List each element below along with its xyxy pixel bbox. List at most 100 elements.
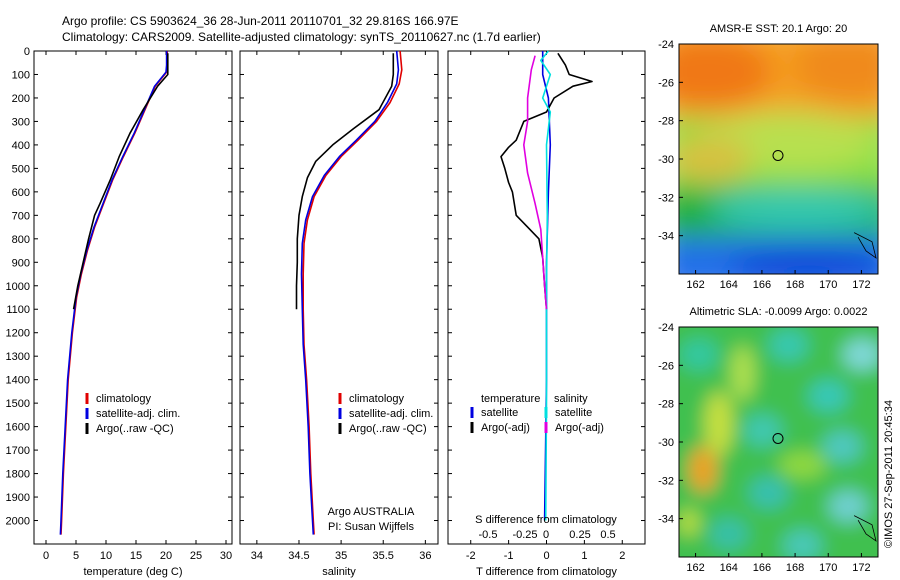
- salinity-annotation-line-1: Argo AUSTRALIA: [328, 506, 415, 518]
- sla_map-xtick-label: 164: [720, 562, 738, 574]
- depth-tick-label: 1300: [6, 351, 30, 363]
- temperature-series-line-1: [59, 51, 168, 535]
- temperature-xtick-label: 15: [130, 550, 142, 562]
- sla_map-xtick-label: 172: [852, 562, 870, 574]
- sla-field-low: [768, 329, 809, 362]
- sst_map-xtick-label: 172: [852, 279, 870, 291]
- sla-field-low: [748, 476, 789, 509]
- sla_map-ytick-label: -34: [658, 514, 674, 526]
- temperature-xtick-label: 30: [220, 550, 232, 562]
- difference-series-line-3: [522, 55, 548, 310]
- depth-tick-label: 1400: [6, 375, 30, 387]
- sla_map-ytick-label: -24: [658, 322, 674, 334]
- temperature-xtick-label: 0: [43, 550, 49, 562]
- difference-x2-tick-label: 0.25: [569, 529, 590, 541]
- salinity-legend-label: Argo(..raw -QC): [349, 423, 427, 435]
- sla_map-title: Altimetric SLA: -0.0099 Argo: 0.0022: [690, 306, 868, 318]
- sla-field-high: [730, 345, 755, 401]
- sla_map-xtick-label: 166: [753, 562, 771, 574]
- depth-tick-label: 700: [12, 210, 30, 222]
- sla_map-field: [679, 327, 878, 557]
- salinity-xtick-label: 35.5: [373, 550, 394, 562]
- sst_map-xtick-label: 168: [786, 279, 804, 291]
- temperature-xtick-label: 20: [160, 550, 172, 562]
- temperature-legend-label: Argo(..raw -QC): [96, 423, 174, 435]
- depth-tick-label: 600: [12, 187, 30, 199]
- sla-field-high: [704, 391, 733, 456]
- sla-field-low: [742, 414, 783, 447]
- depth-tick-label: 1100: [6, 304, 30, 316]
- sla_map-xtick-label: 168: [786, 562, 804, 574]
- sst-field-coldest: [728, 248, 878, 274]
- sst_map-xtick-label: 166: [753, 279, 771, 291]
- depth-tick-label: 1900: [6, 492, 30, 504]
- salinity-legend-label: climatology: [349, 393, 405, 405]
- depth-tick-label: 0: [24, 46, 30, 58]
- difference-x2-tick-label: 0.5: [600, 529, 615, 541]
- temperature-xtick-label: 10: [100, 550, 112, 562]
- sla-field-high: [778, 451, 827, 479]
- salinity-annotation-line-2: PI: Susan Wijffels: [328, 521, 414, 533]
- difference-series-line-1: [500, 52, 593, 310]
- sst_map-xtick-label: 164: [720, 279, 738, 291]
- difference-x2-tick-label: 0: [543, 529, 549, 541]
- difference-x2-label: S difference from climatology: [475, 514, 617, 526]
- sst-field-hot: [792, 44, 878, 102]
- depth-tick-label: 200: [12, 93, 30, 105]
- sla_map-ytick-label: -32: [658, 475, 674, 487]
- difference-legend-label: Argo(-adj): [555, 422, 604, 434]
- depth-tick-label: 800: [12, 234, 30, 246]
- salinity-xtick-label: 34: [251, 550, 263, 562]
- depth-tick-label: 900: [12, 257, 30, 269]
- difference-xtick-label: 2: [619, 550, 625, 562]
- sst_map-float-marker: [772, 149, 784, 161]
- header-line-2: Climatology: CARS2009. Satellite-adjuste…: [62, 30, 541, 44]
- salinity-series-line-1: [300, 50, 400, 535]
- sla_map-float-marker: [772, 432, 784, 444]
- salinity-series-line-0: [302, 50, 403, 535]
- depth-tick-label: 1000: [6, 281, 30, 293]
- sst_map-ytick-label: -24: [658, 39, 674, 51]
- sla-field-low: [679, 338, 719, 371]
- temperature-legend-label: climatology: [96, 393, 152, 405]
- salinity-series-line-2: [295, 53, 395, 310]
- sla_map-ytick-label: -26: [658, 360, 674, 372]
- sst_map-field: [679, 44, 878, 274]
- salinity-plot-frame: [239, 50, 439, 545]
- sla-field-low: [822, 430, 863, 463]
- sla-field-low: [808, 379, 849, 413]
- sla_map-ytick-label: -30: [658, 437, 674, 449]
- sla-field-high: [688, 446, 717, 493]
- salinity-xtick-label: 34.5: [288, 550, 309, 562]
- depth-tick-label: 500: [12, 163, 30, 175]
- sla_map-ytick-label: -28: [658, 399, 674, 411]
- sla-field-low: [828, 490, 869, 523]
- sla-field-high: [679, 508, 699, 537]
- sst_map-ytick-label: -26: [658, 77, 674, 89]
- sla-field-low: [842, 338, 878, 371]
- difference-legend-label: Argo(-adj): [481, 422, 530, 434]
- difference-xtick-label: -1: [504, 550, 514, 562]
- sst_map-field-blobs: [679, 44, 878, 274]
- sst_map-ytick-label: -32: [658, 192, 674, 204]
- difference-legend-title-temperature: temperature: [481, 393, 540, 405]
- difference-legend-label: satellite: [555, 407, 592, 419]
- sla-field-low: [782, 529, 823, 557]
- sst_map-coastline: [853, 232, 877, 259]
- sla_map-xtick-label: 162: [686, 562, 704, 574]
- salinity-xlabel: salinity: [322, 566, 356, 578]
- temperature-xtick-label: 25: [190, 550, 202, 562]
- difference-x2-tick-label: -0.25: [512, 529, 537, 541]
- sst_map-ytick-label: -34: [658, 231, 674, 243]
- difference-x2-tick-label: -0.5: [479, 529, 498, 541]
- depth-tick-label: 1200: [6, 328, 30, 340]
- depth-tick-label: 2000: [6, 516, 30, 528]
- sst-field-teal: [708, 188, 878, 231]
- copyright-note: ©IMOS 27-Sep-2011 20:45:34: [883, 400, 895, 548]
- depth-tick-label: 400: [12, 140, 30, 152]
- difference-series-line-2: [539, 50, 552, 521]
- sst_map-ytick-label: -28: [658, 116, 674, 128]
- difference-xlabel: T difference from climatology: [476, 566, 617, 578]
